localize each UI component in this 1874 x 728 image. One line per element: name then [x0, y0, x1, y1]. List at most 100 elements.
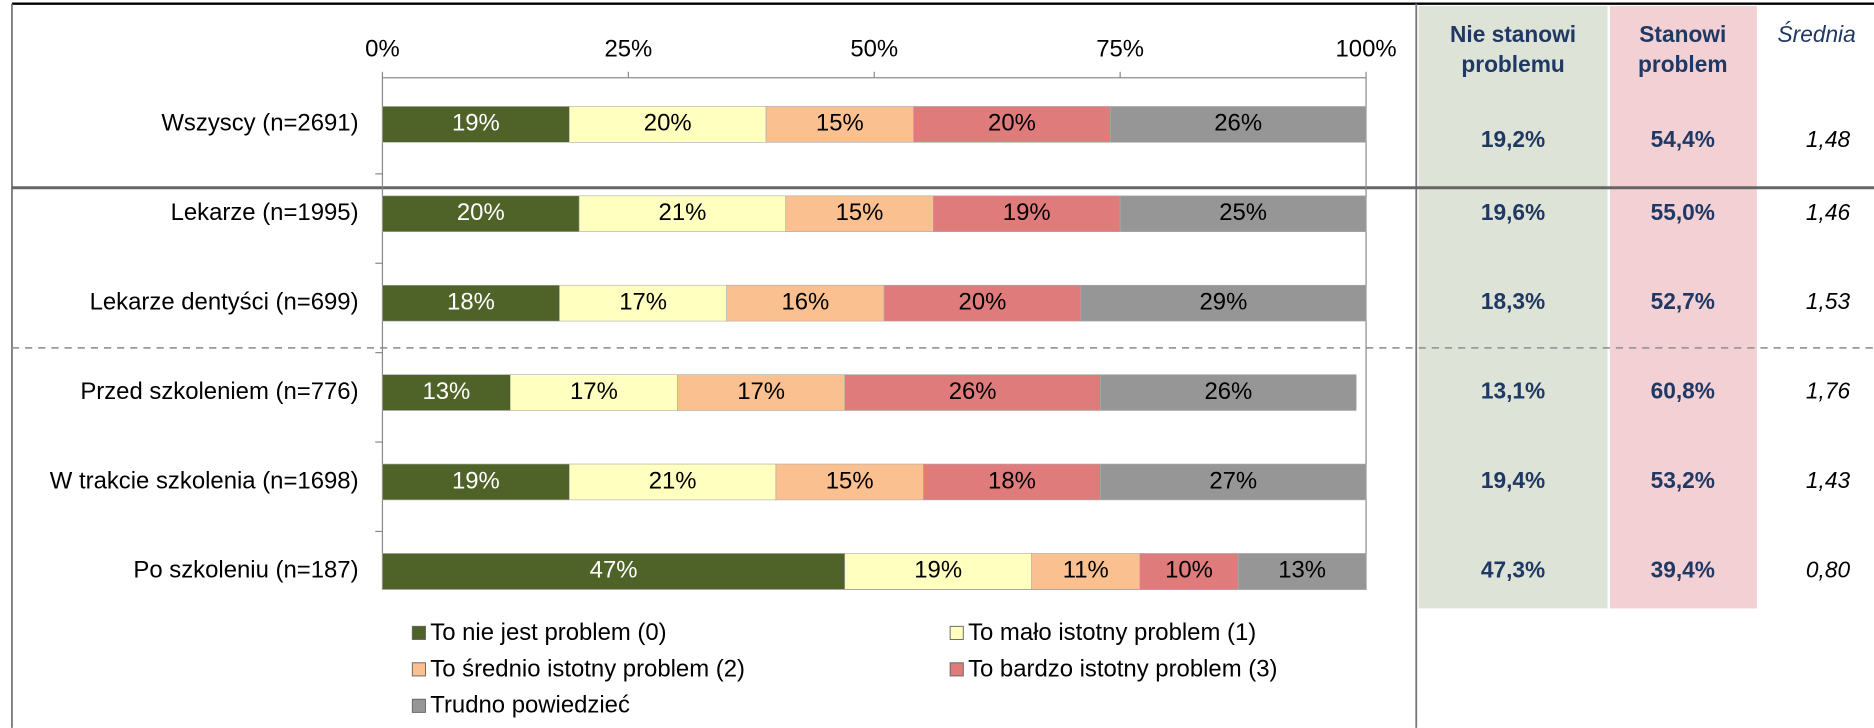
- table-header: Stanowi: [1639, 21, 1726, 47]
- data-label: 26%: [1214, 110, 1262, 137]
- x-tick-label: 0%: [365, 36, 400, 63]
- table-cell: 19,4%: [1481, 467, 1545, 493]
- legend-swatch: [411, 662, 426, 677]
- table-cell: 55,0%: [1651, 199, 1715, 225]
- bar-segment: [382, 195, 580, 232]
- column-bg: [1418, 6, 1608, 609]
- legend-swatch: [949, 662, 964, 677]
- table-cell: 13,1%: [1481, 378, 1545, 404]
- data-label: 25%: [1219, 199, 1267, 226]
- data-label: 15%: [816, 110, 864, 137]
- x-tick-label: 25%: [604, 36, 652, 63]
- bar-segment: [1080, 284, 1367, 322]
- bar-segment: [726, 284, 885, 322]
- table-header: problem: [1638, 51, 1728, 77]
- bar-segment: [1110, 106, 1367, 143]
- table-cell: 47,3%: [1481, 556, 1545, 582]
- data-label: 17%: [570, 378, 618, 405]
- legend-label: To nie jest problem (0): [430, 619, 666, 646]
- data-label: 16%: [781, 288, 829, 315]
- bar-segment: [785, 195, 934, 232]
- bar-segment: [382, 463, 570, 501]
- data-label: 19%: [914, 557, 962, 584]
- data-label: 26%: [1204, 378, 1252, 405]
- table-cell: 1,43: [1806, 467, 1851, 493]
- table-cell: 19,6%: [1481, 199, 1545, 225]
- legend-swatch: [411, 625, 426, 640]
- table-header: Nie stanowi: [1450, 21, 1576, 47]
- bar-segment: [1100, 374, 1357, 411]
- data-label: 20%: [988, 110, 1036, 137]
- bar-segment: [1237, 553, 1367, 590]
- table-header: Średnia: [1778, 21, 1856, 47]
- data-label: 19%: [452, 467, 500, 494]
- data-label: 17%: [619, 288, 667, 315]
- data-label: 27%: [1209, 467, 1257, 494]
- legend-swatch: [949, 625, 964, 640]
- data-label: 13%: [1278, 557, 1326, 584]
- data-label: 15%: [836, 199, 884, 226]
- table-cell: 1,48: [1806, 126, 1851, 152]
- bar-segment: [578, 195, 787, 232]
- bar-segment: [844, 374, 1101, 411]
- bar-segment: [844, 553, 1032, 590]
- data-label: 19%: [1003, 199, 1051, 226]
- bar-segment: [569, 463, 777, 501]
- table-cell: 18,3%: [1481, 288, 1545, 314]
- y-tick-label: Lekarze (n=1995): [171, 199, 359, 226]
- x-tick-label: 50%: [850, 36, 898, 63]
- data-label: 29%: [1200, 288, 1248, 315]
- data-label: 11%: [1063, 557, 1109, 584]
- bar-segment: [677, 374, 846, 411]
- data-label: 10%: [1165, 557, 1213, 584]
- data-label: 20%: [959, 288, 1007, 315]
- table-cell: 1,53: [1806, 288, 1851, 314]
- bar-segment: [382, 374, 511, 411]
- data-label: 18%: [988, 467, 1036, 494]
- x-tick-label: 75%: [1096, 36, 1144, 63]
- data-label: 47%: [590, 557, 638, 584]
- bar-segment: [913, 106, 1111, 143]
- table-cell: 1,76: [1806, 378, 1851, 404]
- bar-segment: [883, 284, 1082, 322]
- bar-segment: [510, 374, 678, 411]
- data-label: 20%: [644, 110, 692, 137]
- bar-segment: [1139, 553, 1239, 590]
- y-tick-label: Przed szkoleniem (n=776): [80, 378, 358, 405]
- bar-segment: [382, 106, 570, 143]
- table-cell: 0,80: [1806, 556, 1851, 582]
- data-label: 17%: [737, 378, 785, 405]
- y-tick-label: Po szkoleniu (n=187): [133, 557, 358, 584]
- legend-label: To bardzo istotny problem (3): [968, 655, 1277, 682]
- column-bg: [1609, 6, 1757, 609]
- legend-label: To średnio istotny problem (2): [430, 655, 745, 682]
- bar-segment: [382, 553, 846, 590]
- data-label: 21%: [649, 467, 697, 494]
- table-cell: 39,4%: [1651, 556, 1715, 582]
- x-tick-label: 100%: [1336, 36, 1397, 63]
- table-cell: 53,2%: [1651, 467, 1715, 493]
- bar-segment: [765, 106, 914, 143]
- plot-frame: [381, 77, 1367, 590]
- data-label: 15%: [826, 467, 874, 494]
- data-label: 13%: [422, 378, 470, 405]
- data-label: 26%: [949, 378, 997, 405]
- table-cell: 54,4%: [1651, 126, 1715, 152]
- bar-segment: [1119, 195, 1367, 232]
- table-header: problemu: [1461, 51, 1564, 77]
- bar-segment: [932, 195, 1121, 232]
- bar-segment: [559, 284, 728, 322]
- data-label: 19%: [452, 110, 500, 137]
- table-cell: 52,7%: [1651, 288, 1715, 314]
- data-label: 18%: [447, 288, 495, 315]
- table-cell: 60,8%: [1651, 378, 1715, 404]
- y-tick-label: Wszyscy (n=2691): [161, 110, 358, 137]
- y-tick-label: Lekarze dentyści (n=699): [90, 288, 359, 315]
- table-cell: 1,46: [1806, 199, 1851, 225]
- legend-swatch: [411, 698, 426, 713]
- table-cell: 19,2%: [1481, 126, 1545, 152]
- bar-segment: [569, 106, 767, 143]
- data-label: 21%: [659, 199, 707, 226]
- bar-segment: [1100, 463, 1367, 501]
